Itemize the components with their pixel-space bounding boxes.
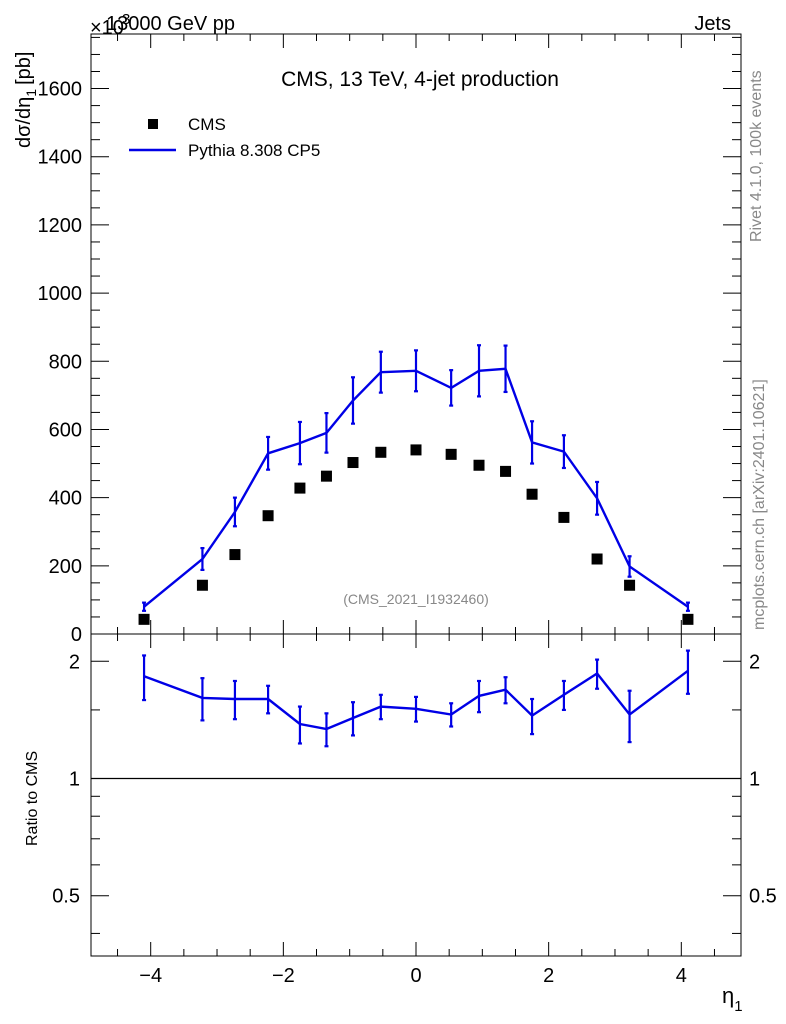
cms-data-point — [294, 482, 306, 494]
legend: CMS Pythia 8.308 CP5 — [129, 115, 320, 160]
cms-data-point — [445, 448, 457, 460]
mcplots-label: mcplots.cern.ch [arXiv:2401.10621] — [751, 379, 768, 630]
exponent-base: ×10 — [90, 17, 124, 39]
cms-data-point — [196, 579, 208, 591]
y-tick-label: 400 — [49, 488, 82, 510]
cms-data-point — [682, 613, 694, 625]
cms-data-point — [410, 444, 422, 456]
y-tick-label: 1200 — [38, 215, 83, 237]
process-label: Jets — [694, 13, 731, 35]
x-axis-label: η1 — [722, 983, 743, 1015]
cms-data-point — [558, 511, 570, 523]
y-tick-label: 600 — [49, 419, 82, 441]
y-tick-label: 0 — [71, 624, 82, 646]
x-tick-label: 4 — [676, 965, 687, 987]
main-axis-ticks: 0 200 400 600 800 1000 1200 1400 1600 — [38, 34, 741, 646]
x-tick-label: 2 — [543, 965, 554, 987]
ratio-axis-ticks: −4 −2 0 2 4 0.5 0.5 1 1 2 2 — [52, 634, 777, 987]
main-data-layer — [138, 344, 694, 625]
x-tick-label: −4 — [139, 965, 162, 987]
analysis-watermark: (CMS_2021_I1932460) — [343, 591, 489, 607]
y-tick-label: 1400 — [38, 147, 83, 169]
rivet-label: Rivet 4.1.0, 100k events — [748, 70, 765, 242]
ratio-y-tick-label: 0.5 — [52, 886, 80, 908]
ratio-y-tick-label-right: 1 — [749, 768, 760, 790]
cms-data-point — [526, 488, 538, 500]
y-tick-label: 200 — [49, 556, 82, 578]
legend-label-cms: CMS — [188, 115, 226, 134]
legend-label-pythia: Pythia 8.308 CP5 — [188, 141, 320, 160]
y-axis-label: dσ/dη1[pb] — [13, 52, 39, 148]
cms-data-point — [138, 613, 150, 625]
ratio-y-tick-label: 2 — [69, 651, 80, 673]
ratio-panel-frame — [90, 633, 742, 957]
cms-data-point — [320, 470, 332, 482]
cms-data-point — [375, 446, 387, 458]
y-tick-label: 1000 — [38, 283, 83, 305]
ratio-y-axis-label: Ratio to CMS — [24, 751, 41, 846]
pythia-series-line — [143, 367, 689, 608]
cms-data-point — [500, 465, 512, 477]
ratio-y-tick-label-right: 0.5 — [749, 886, 777, 908]
cms-data-point — [473, 459, 485, 471]
x-tick-label: −2 — [272, 965, 295, 987]
legend-marker-cms — [148, 119, 158, 129]
exponent-power: 3 — [122, 11, 130, 28]
ratio-data-layer — [91, 649, 741, 780]
energy-label: 13000 GeV pp — [106, 13, 235, 35]
y-tick-label: 1600 — [38, 79, 83, 101]
x-tick-label: 0 — [410, 965, 421, 987]
cms-data-point — [591, 553, 603, 565]
ratio-y-tick-label: 1 — [69, 768, 80, 790]
ratio-y-tick-label-right: 2 — [749, 651, 760, 673]
cms-data-point — [229, 549, 241, 561]
y-tick-label: 800 — [49, 351, 82, 373]
cms-data-point — [262, 510, 274, 522]
chart-title: CMS, 13 TeV, 4-jet production — [281, 68, 559, 91]
cms-data-point — [347, 457, 359, 469]
cms-data-point — [624, 579, 636, 591]
